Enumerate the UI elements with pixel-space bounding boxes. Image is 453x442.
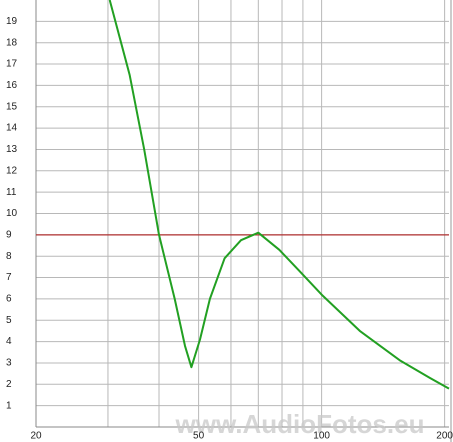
plot [36,0,450,390]
y-tick-label: 12 [6,165,18,176]
y-tick-label: 11 [6,187,17,198]
y-tick-label: 6 [6,294,12,305]
y-tick-label: 16 [6,80,18,91]
y-tick-label: 15 [6,101,18,112]
y-tick-label: 19 [6,16,18,27]
y-tick-label: 18 [6,37,18,48]
x-tick-label: 20 [30,431,42,442]
y-tick-label: 4 [6,336,12,347]
y-tick-label: 7 [6,272,12,283]
y-tick-label: 1 [6,400,12,411]
y-tick-label: 2 [6,379,12,390]
y-tick-label: 17 [6,59,18,70]
x-tick-label: 100 [313,431,330,442]
y-tick-label: 13 [6,144,18,155]
y-tick-label: 10 [6,208,18,219]
y-tick-label: 5 [6,315,12,326]
y-tick-label: 9 [6,229,12,240]
x-tick-label: 200 [436,431,453,442]
watermark: www.AudioFotos.eu [175,409,425,439]
x-tick-label: 50 [193,431,205,442]
series-line [108,0,450,390]
grid [35,0,449,428]
y-tick-label: 8 [6,251,12,262]
y-tick-label: 3 [6,358,12,369]
y-tick-label: 14 [6,123,18,134]
